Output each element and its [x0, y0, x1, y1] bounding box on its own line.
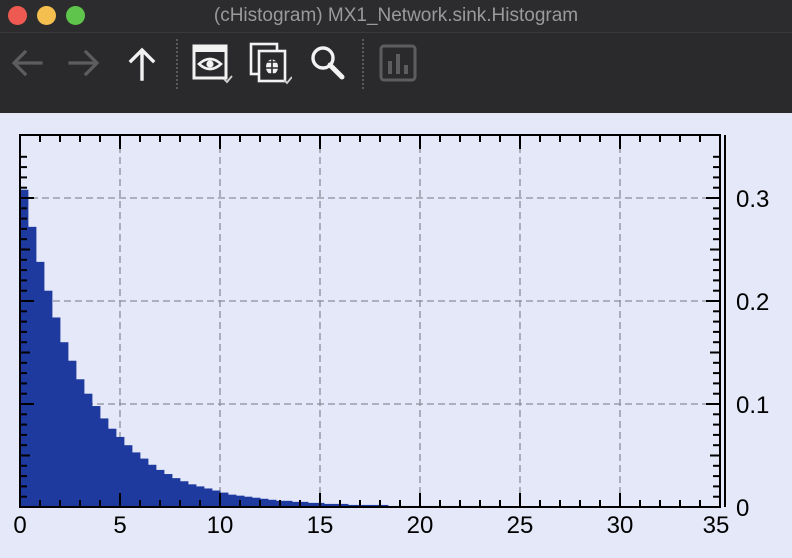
histogram-bar [148, 464, 157, 507]
histogram-bar [52, 317, 61, 507]
histogram-bar [100, 418, 109, 507]
histogram-bar [260, 498, 269, 507]
y-tick-label: 0.3 [736, 186, 769, 213]
toolbar [0, 32, 792, 114]
close-window-button[interactable] [8, 6, 27, 25]
histogram-bar [340, 503, 349, 507]
histogram-bar [92, 406, 101, 507]
histogram-bar [172, 478, 181, 507]
histogram-bar [252, 497, 261, 507]
maximize-window-button[interactable] [66, 6, 85, 25]
histogram-bar [60, 342, 69, 507]
bar-chart-icon [379, 44, 417, 82]
histogram-bar [116, 436, 125, 507]
histogram-bar [164, 474, 173, 507]
x-tick-label: 15 [307, 512, 334, 539]
histogram-bar [36, 261, 45, 507]
histogram-bar [332, 503, 341, 507]
y-tick-label: 0.2 [736, 289, 769, 316]
histogram-bar [180, 481, 189, 507]
axis-ticks [19, 135, 721, 508]
histogram-bar [228, 494, 237, 507]
arrow-left-icon [11, 49, 43, 77]
x-tick-label: 10 [207, 512, 234, 539]
toolbar-separator [362, 39, 364, 89]
back-button[interactable] [5, 41, 49, 85]
histogram-bar [220, 492, 229, 507]
copy-bug-icon [249, 42, 292, 85]
histogram-bar [28, 226, 37, 507]
histogram-bar [188, 484, 197, 507]
x-tick-label: 30 [607, 512, 634, 539]
x-tick-label: 25 [507, 512, 534, 539]
histogram-bar [212, 490, 221, 507]
forward-button[interactable] [62, 41, 106, 85]
histogram-bar [380, 504, 389, 507]
histogram-bar [244, 496, 253, 507]
window-title: (cHistogram) MX1_Network.sink.Histogram [213, 5, 579, 26]
x-tick-label: 35 [703, 512, 730, 539]
histogram-bar [124, 445, 133, 507]
histogram-bar [308, 502, 317, 507]
histogram-bar [268, 499, 277, 507]
histogram-bar [196, 486, 205, 507]
grid-lines [20, 135, 720, 507]
inspect-button[interactable] [190, 41, 234, 85]
histogram-bar [348, 504, 357, 507]
histogram-bar [140, 458, 149, 507]
arrow-up-icon [128, 47, 156, 81]
title-bar[interactable]: (cHistogram) MX1_Network.sink.Histogram [0, 0, 792, 32]
histogram-bar [204, 488, 213, 507]
histogram-bar [44, 290, 53, 507]
eye-icon [192, 44, 233, 84]
histogram-bar [364, 504, 373, 507]
arrow-right-icon [68, 49, 100, 77]
up-button[interactable] [120, 41, 164, 85]
histogram-bar [132, 452, 141, 507]
toolbar-separator [176, 39, 178, 89]
histogram-bar [324, 503, 333, 507]
search-icon [311, 46, 345, 80]
histogram-bar [300, 501, 309, 507]
histogram-bar [292, 501, 301, 507]
y-tick-label: 0.1 [736, 392, 769, 419]
histogram-bars [20, 189, 501, 507]
histogram-bar [20, 189, 29, 507]
chart-button[interactable] [376, 41, 420, 85]
copy-debug-button[interactable] [248, 41, 292, 85]
histogram-bar [84, 393, 93, 507]
y-tick-label: 0 [736, 495, 749, 522]
x-tick-label: 20 [407, 512, 434, 539]
histogram-bar [372, 504, 381, 507]
x-tick-label: 5 [113, 512, 126, 539]
histogram-bar [284, 500, 293, 507]
histogram-bar [76, 379, 85, 507]
histogram-chart: 0 5 10 15 20 25 30 35 0 0.1 0.2 0.3 [0, 113, 792, 558]
search-button[interactable] [305, 41, 349, 85]
x-tick-label: 0 [13, 512, 26, 539]
histogram-bar [108, 428, 117, 507]
histogram-bar [156, 469, 165, 507]
minimize-window-button[interactable] [37, 6, 56, 25]
histogram-bar [68, 360, 77, 507]
